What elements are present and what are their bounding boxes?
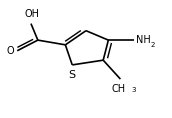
Text: 3: 3 (132, 87, 136, 93)
Text: O: O (6, 46, 14, 56)
Text: NH: NH (136, 35, 151, 45)
Text: S: S (69, 70, 76, 80)
Text: OH: OH (24, 9, 39, 19)
Text: 2: 2 (150, 42, 155, 48)
Text: CH: CH (112, 84, 126, 94)
